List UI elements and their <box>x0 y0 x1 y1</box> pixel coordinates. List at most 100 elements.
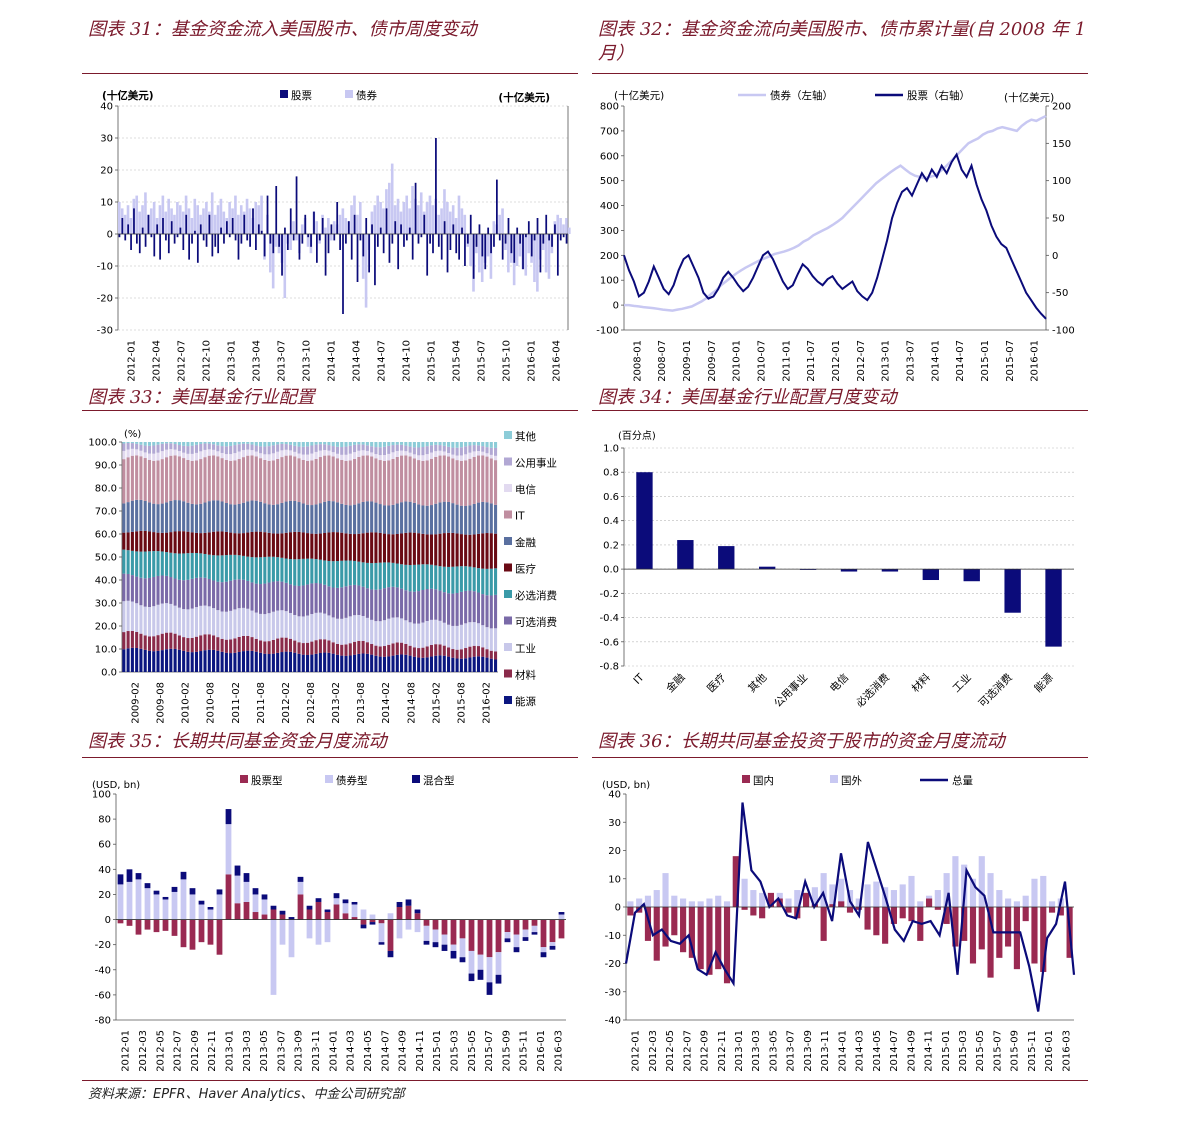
c33-seg-7 <box>147 459 152 503</box>
c33-seg-6 <box>212 500 216 532</box>
c33-x-tick-label: 2013-02 <box>331 682 342 724</box>
c33-seg-9 <box>485 447 489 454</box>
c31-equity-bar <box>359 234 362 241</box>
c35-seg-1 <box>297 881 304 895</box>
c33-seg-1 <box>203 634 207 651</box>
c36-foreign-bar <box>952 856 959 907</box>
c33-seg-4 <box>400 564 404 589</box>
c33-seg-4 <box>130 550 134 576</box>
c36-foreign-bar <box>1031 878 1038 907</box>
c33-seg-8 <box>224 454 228 460</box>
c36-x-tick-label: 2015-07 <box>992 1030 1003 1072</box>
c33-seg-2 <box>224 611 228 640</box>
c33-unit: (%) <box>124 429 141 440</box>
c36-foreign-bar <box>627 901 634 907</box>
c33-seg-3 <box>357 585 361 615</box>
c31-equity-bar <box>565 234 568 244</box>
c33-seg-1 <box>212 635 216 650</box>
c33-seg-0 <box>361 653 365 672</box>
c35-seg-2 <box>468 973 475 982</box>
c35-seg-0 <box>243 901 250 920</box>
c33-seg-2 <box>284 611 288 638</box>
c31-equity-bar <box>231 218 234 234</box>
c33-seg-5 <box>182 531 186 554</box>
c33-seg-1 <box>412 647 416 657</box>
c33-seg-1 <box>365 642 369 654</box>
c33-seg-9 <box>489 447 493 455</box>
c33-seg-8 <box>374 454 378 459</box>
c33-seg-3 <box>190 578 194 609</box>
c33-seg-2 <box>165 603 169 633</box>
c36-x-tick-label: 2013-01 <box>734 1030 745 1072</box>
c33-seg-9 <box>365 445 369 451</box>
c31-equity-bar <box>527 221 530 234</box>
c33-seg-9 <box>323 444 327 451</box>
c36-x-tick-label: 2012-11 <box>717 1030 728 1072</box>
c33-seg-4 <box>494 568 498 595</box>
c33-seg-8 <box>310 453 314 461</box>
c35-x-tick-label: 2012-07 <box>173 1030 184 1072</box>
c33-seg-8 <box>173 449 177 456</box>
c33-y-tick-label: 50.0 <box>95 553 117 564</box>
c33-seg-8 <box>459 455 463 461</box>
c33-seg-4 <box>143 551 147 579</box>
c31-bond-bar <box>448 211 452 234</box>
c36-foreign-bar <box>723 901 731 907</box>
c33-y-tick-label: 100.0 <box>88 438 117 449</box>
c33-seg-2 <box>194 607 199 637</box>
c33-seg-9 <box>306 446 310 455</box>
c31-equity-bar <box>321 218 324 234</box>
c33-seg-10 <box>271 442 275 446</box>
c35-y-tick-label: -20 <box>95 940 111 951</box>
c35-seg-2 <box>126 869 133 882</box>
c36-foreign-bar <box>917 901 924 907</box>
c33-seg-9 <box>357 444 361 451</box>
c33-seg-9 <box>293 445 297 452</box>
c33-seg-6 <box>468 505 472 535</box>
c35-seg-0 <box>504 919 511 933</box>
c33-seg-4 <box>250 557 254 583</box>
c33-seg-9 <box>288 444 293 451</box>
c33-seg-4 <box>246 556 250 581</box>
c36-foreign-bar <box>706 898 713 907</box>
c33-seg-1 <box>126 631 130 649</box>
c31-equity-bar <box>278 234 280 247</box>
c33-seg-5 <box>340 532 344 561</box>
c33-seg-4 <box>370 563 374 590</box>
c33-seg-5 <box>241 533 246 556</box>
c31-bond-bar <box>228 202 231 234</box>
c31-equity-bar <box>368 234 370 273</box>
c33-seg-7 <box>250 455 254 501</box>
c33-seg-10 <box>421 442 425 448</box>
c35-seg-1 <box>270 919 277 995</box>
c31-bond-bar <box>431 205 435 234</box>
c35-seg-2 <box>504 938 511 943</box>
c33-seg-8 <box>348 453 352 461</box>
c31-equity-bar <box>478 224 481 234</box>
c33-seg-0 <box>378 656 382 672</box>
c36-domestic-bar <box>644 907 652 941</box>
c33-seg-10 <box>476 442 481 446</box>
c33-seg-10 <box>297 442 301 447</box>
c33-seg-8 <box>160 451 164 460</box>
c33-seg-8 <box>357 450 361 457</box>
c33-seg-7 <box>378 460 382 505</box>
c33-seg-6 <box>199 503 203 534</box>
c33-seg-4 <box>447 566 451 594</box>
c33-seg-3 <box>169 577 173 604</box>
c33-seg-8 <box>306 454 310 461</box>
c31-equity-bar <box>356 234 359 282</box>
c33-seg-0 <box>472 656 476 672</box>
c36-y-tick-label: 20 <box>608 846 621 857</box>
c33-seg-0 <box>400 654 404 672</box>
c31-bond-bar <box>260 195 263 234</box>
c33-seg-6 <box>246 501 250 533</box>
c36-y-tick-label: -20 <box>605 959 621 970</box>
c33-seg-7 <box>331 456 335 502</box>
c33-y-tick-label: 10.0 <box>95 645 117 656</box>
c35-seg-0 <box>495 919 502 953</box>
c33-seg-7 <box>143 458 147 501</box>
c33-seg-1 <box>246 635 250 651</box>
c33-seg-9 <box>233 445 237 454</box>
c33-seg-1 <box>122 632 126 650</box>
